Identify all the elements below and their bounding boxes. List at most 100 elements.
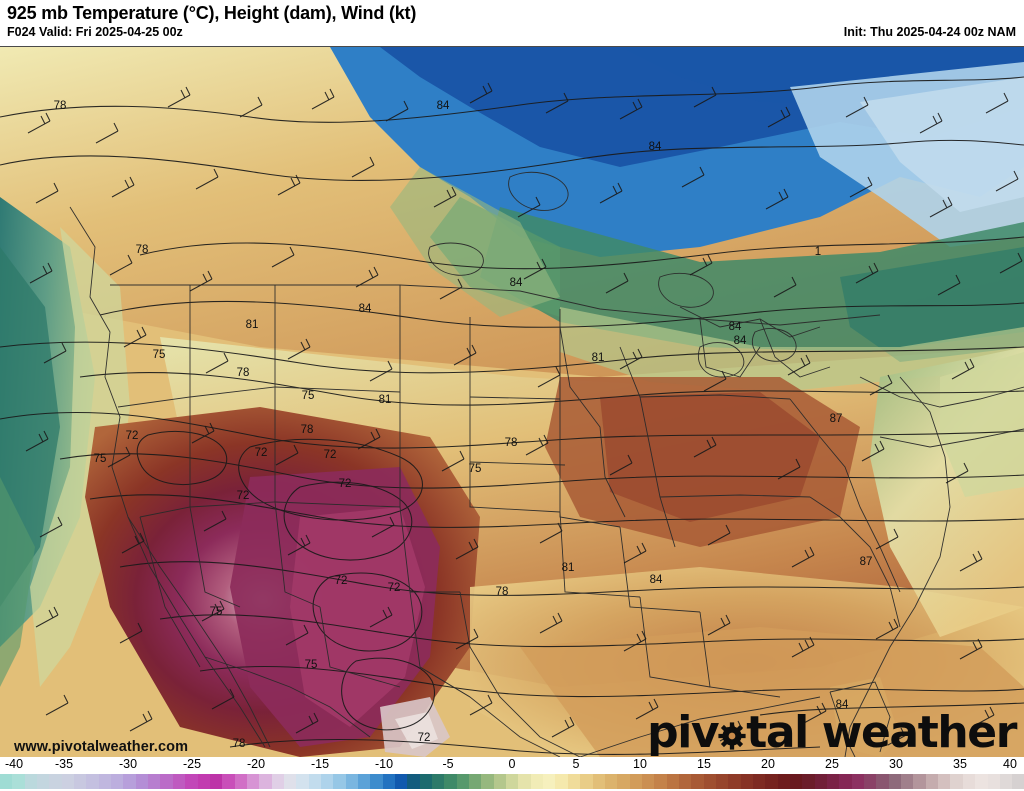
height-contour-label: 78 [505,437,518,449]
colorbar-swatch [296,774,309,789]
colorbar-tick-label: 30 [889,757,903,771]
colorbar-swatch [481,774,494,789]
colorbar-tick-label: -25 [182,757,202,771]
colorbar-swatch [419,774,433,789]
height-contour-label: 84 [734,335,747,347]
colorbar-swatch [259,774,272,789]
colorbar-swatch [444,774,457,789]
colorbar-tick-label: 5 [572,757,580,771]
init-time-label: Init: Thu 2025-04-24 00z NAM [843,25,1016,39]
colorbar-swatch [61,774,75,789]
map-viewport[interactable]: 78 84 84 78 1 84 84 84 81 84 75 81 78 75 81 87 78 78 72 72 7… [0,46,1024,757]
colorbar-swatch [185,774,198,789]
colorbar-swatch [555,774,568,789]
colorbar-swatch [678,774,692,789]
height-contour-label: 84 [836,699,849,711]
colorbar-tick-label: -35 [54,757,74,771]
colorbar-swatch [333,774,346,789]
height-contour-label: 84 [510,277,523,289]
colorbar-tick-label: 25 [825,757,839,771]
colorbar-swatch [12,774,25,789]
colorbar-swatch [913,774,926,789]
colorbar-swatch [802,774,815,789]
height-contour-label: 72 [335,575,348,587]
height-contour-label: 72 [237,490,250,502]
colorbar-tick-label: 40 [1003,757,1017,771]
height-contour-label: 84 [650,574,663,586]
colorbar-swatch [24,774,38,789]
height-contour-label: 84 [359,303,372,315]
height-contour-label: 75 [469,463,482,475]
colorbar-swatch [357,774,371,789]
colorbar-swatch [888,774,902,789]
colorbar-swatch [308,774,321,789]
height-contour-label: 78 [233,738,246,750]
colorbar-swatch [1012,774,1024,789]
colorbar-swatch [740,774,753,789]
pivotal-weather-logo: piv tal weather [647,707,1017,757]
colorbar-swatch [234,774,247,789]
height-contour-label: 75 [305,659,318,671]
logo-text-part1: piv [647,707,719,757]
colorbar-swatch [407,774,420,789]
logo-text-part2: tal weather [746,707,1017,757]
height-contour-label: 72 [388,582,401,594]
colorbar-swatch [691,774,704,789]
colorbar-swatch [493,774,507,789]
colorbar-swatch [49,774,62,789]
colorbar-swatch [839,774,852,789]
colorbar-swatch [382,774,395,789]
colorbar-swatch [37,774,50,789]
colorbar-swatch [617,774,630,789]
height-contour-label: 78 [301,424,314,436]
height-contour-label: 87 [860,556,873,568]
colorbar-swatch [172,774,186,789]
website-watermark: www.pivotalweather.com [14,739,189,755]
height-contour-label: 75 [94,453,107,465]
height-contour-label: 75 [210,606,223,618]
colorbar-swatches [0,774,1024,789]
height-contour-label: 72 [339,478,352,490]
colorbar-swatch [469,774,482,789]
colorbar-tick-label: -40 [4,757,24,771]
colorbar-swatch [98,774,112,789]
colorbar-swatch [765,774,778,789]
colorbar-swatch [518,774,531,789]
colorbar-swatch [814,774,828,789]
colorbar-swatch [580,774,593,789]
colorbar-swatch [123,774,136,789]
height-contour-label: 81 [379,394,392,406]
height-contour-label: 87 [830,413,843,425]
colorbar-swatch [654,774,667,789]
colorbar-swatch [283,774,297,789]
colorbar-swatch [987,774,1000,789]
colorbar-swatch [999,774,1013,789]
colorbar-swatch [160,774,173,789]
height-contour-label: 1 [815,246,821,258]
colorbar-swatch [975,774,988,789]
height-contour-label: 72 [418,732,431,744]
colorbar-swatch [827,774,840,789]
colorbar-swatch [506,774,519,789]
colorbar-swatch [543,774,556,789]
page-title: 925 mb Temperature (°C), Height (dam), W… [7,3,417,23]
colorbar-swatch [864,774,877,789]
colorbar-swatch [604,774,618,789]
colorbar-tick-label: -5 [442,757,454,771]
temperature-colorbar[interactable]: -40 -35 -30 -25 -20 -15 -10 -5 0 5 10 15 20 25 30 35 40 [0,757,1024,791]
height-contour-label: 81 [246,319,259,331]
height-contour-label: 84 [649,141,662,153]
height-contour-label: 72 [255,447,268,459]
temperature-map[interactable]: 78 84 84 78 1 84 84 84 81 84 75 81 78 75 81 87 78 78 72 72 7… [0,47,1024,757]
colorbar-tick-labels: -40 -35 -30 -25 -20 -15 -10 -5 0 5 10 15 20 25 30 35 40 [0,757,1024,773]
colorbar-swatch [715,774,729,789]
colorbar-swatch [901,774,914,789]
colorbar-tick-label: 35 [953,757,967,771]
colorbar-swatch [790,774,803,789]
height-contour-label: 84 [437,100,450,112]
colorbar-swatch [592,774,605,789]
colorbar-swatch [432,774,445,789]
colorbar-swatch [395,774,408,789]
colorbar-swatch [703,774,716,789]
